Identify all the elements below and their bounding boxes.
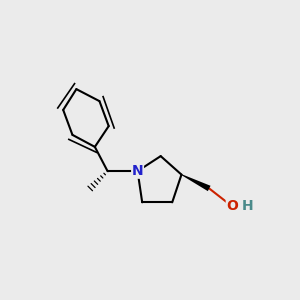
Text: H: H	[242, 200, 253, 214]
Text: O: O	[226, 200, 238, 214]
Text: N: N	[132, 164, 143, 178]
Polygon shape	[181, 174, 211, 191]
